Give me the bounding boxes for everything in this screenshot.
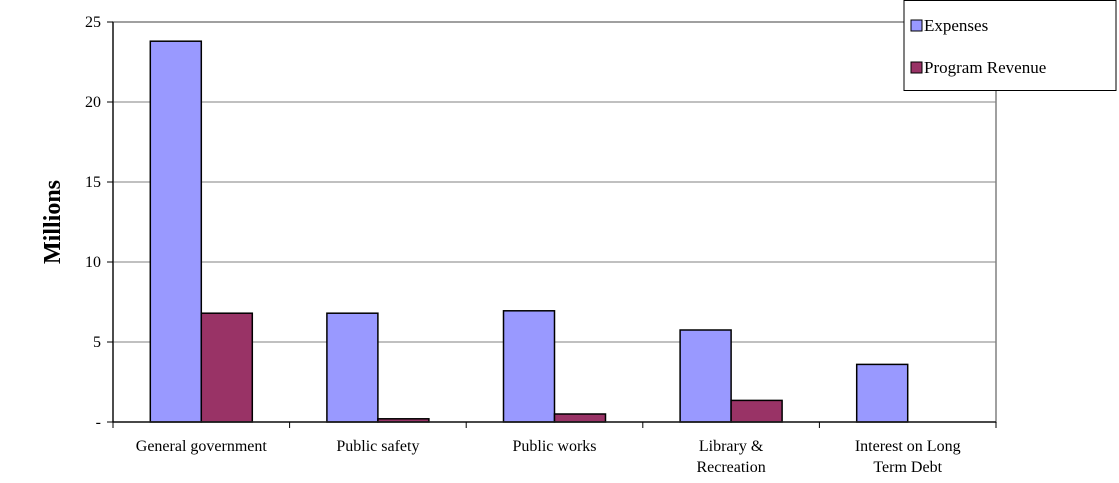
legend: Expenses Program Revenue — [903, 0, 1117, 91]
bar-expenses — [502, 310, 556, 423]
y-tick-label: 15 — [85, 174, 101, 191]
x-tick-label: Interest on Long Term Debt — [855, 438, 961, 476]
bar-program-revenue — [553, 413, 607, 423]
gridlines — [113, 101, 996, 343]
bar-expenses — [326, 312, 379, 423]
legend-label: Expenses — [924, 16, 988, 35]
y-tick-label: - — [96, 414, 101, 431]
bar-expenses — [855, 363, 909, 423]
x-tick-label: General government — [136, 438, 268, 455]
legend-swatch — [910, 19, 923, 32]
legend-box — [903, 0, 1117, 91]
bar-expenses — [149, 40, 203, 423]
x-tick-label: Library & Recreation — [696, 438, 765, 476]
x-ticks: General government Public safety Public wo… — [112, 422, 997, 476]
bar-program-revenue — [730, 399, 783, 423]
y-axis-label: Millions — [40, 180, 66, 264]
legend-label: Program Revenue — [924, 58, 1046, 77]
y-tick-label: 5 — [93, 334, 101, 351]
y-tick-label: 10 — [85, 254, 101, 271]
y-tick-label: 25 — [85, 14, 101, 31]
legend-swatch — [910, 61, 923, 74]
bar-program-revenue — [200, 312, 254, 423]
y-tick-label: 20 — [85, 94, 101, 111]
x-tick-label: Public works — [513, 438, 597, 455]
bar-expenses — [679, 329, 732, 423]
x-tick-label: Public safety — [336, 438, 419, 455]
y-ticks: - 5 10 15 20 25 — [85, 14, 113, 431]
bars — [149, 40, 909, 423]
